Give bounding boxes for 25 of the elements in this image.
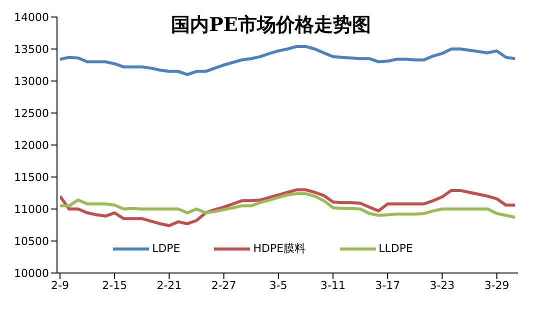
x-tick-label: 3-29 xyxy=(484,278,510,292)
x-tick-label: 2-15 xyxy=(102,278,128,292)
legend-label: LDPE xyxy=(152,242,180,255)
x-tick-label: 3-11 xyxy=(320,278,346,292)
y-tick-label: 12500 xyxy=(14,106,49,120)
line-series xyxy=(60,192,515,219)
y-tick-label: 11500 xyxy=(14,170,49,184)
x-tick-label: 2-21 xyxy=(156,278,182,292)
x-tick-label: 2-27 xyxy=(211,278,236,292)
legend-label: HDPE膜料 xyxy=(253,241,306,256)
y-tick-label: 10500 xyxy=(14,234,49,248)
x-tick-label: 3-5 xyxy=(269,278,288,292)
line-series xyxy=(60,188,515,228)
x-tick-label: 3-23 xyxy=(430,278,455,292)
x-tick-label: 3-17 xyxy=(375,278,400,292)
y-tick-label: 10000 xyxy=(14,266,49,280)
line-series xyxy=(60,44,515,76)
x-tick-label: 2-9 xyxy=(51,278,69,292)
y-tick-label: 13000 xyxy=(14,74,49,88)
legend-label: LLDPE xyxy=(378,242,413,255)
y-tick-label: 12000 xyxy=(14,138,49,152)
y-tick-label: 13500 xyxy=(14,42,49,56)
chart-title: 国内PE市场价格走势图 xyxy=(171,14,371,36)
y-tick-label: 14000 xyxy=(14,10,49,24)
y-tick-label: 11000 xyxy=(14,202,49,216)
